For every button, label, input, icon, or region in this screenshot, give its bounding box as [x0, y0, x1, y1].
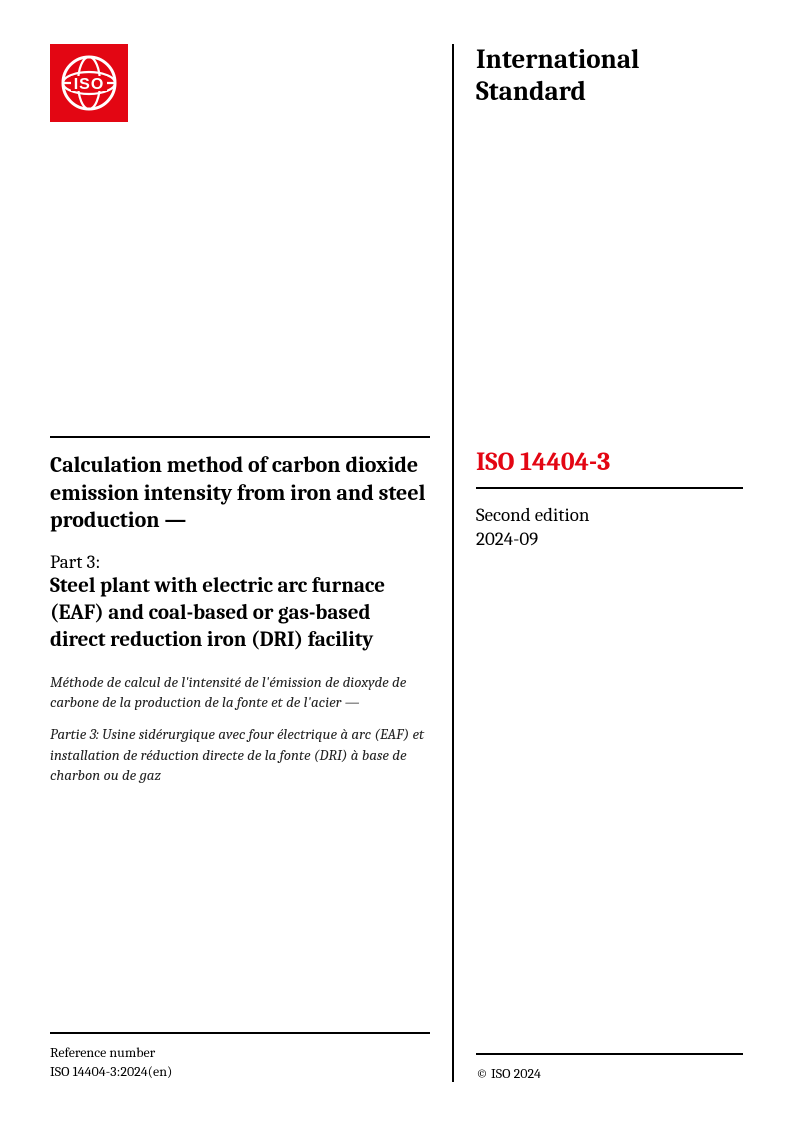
logo-text: ISO [74, 76, 105, 93]
title-french: Méthode de calcul de l'intensité de l'ém… [50, 672, 430, 713]
document-type: International Standard [476, 44, 743, 109]
edition-line: Second edition [476, 503, 743, 528]
copyright-line: © ISO 2024 [476, 1053, 743, 1082]
left-column: ISO Calculation method of carbon dioxide… [50, 44, 452, 1082]
right-column: International Standard ISO 14404-3 Secon… [454, 44, 743, 1082]
part-french: Partie 3: Usine sidérurgique avec four é… [50, 724, 430, 785]
reference-label: Reference number [50, 1044, 430, 1063]
right-rule [476, 487, 743, 489]
part-label: Part 3: [50, 551, 430, 574]
cover-page: ISO Calculation method of carbon dioxide… [0, 0, 793, 1122]
edition-date: 2024-09 [476, 527, 743, 552]
standard-code: ISO 14404-3 [476, 447, 743, 477]
left-rule [50, 436, 430, 438]
iso-logo: ISO [50, 44, 128, 122]
spacer [50, 785, 430, 1032]
part-title: Steel plant with electric arc furnace (E… [50, 573, 430, 654]
title-english: Calculation method of carbon dioxide emi… [50, 452, 430, 535]
reference-block: Reference number ISO 14404-3:2024(en) [50, 1032, 430, 1082]
spacer-right [476, 552, 743, 1053]
reference-number: ISO 14404-3:2024(en) [50, 1063, 430, 1082]
